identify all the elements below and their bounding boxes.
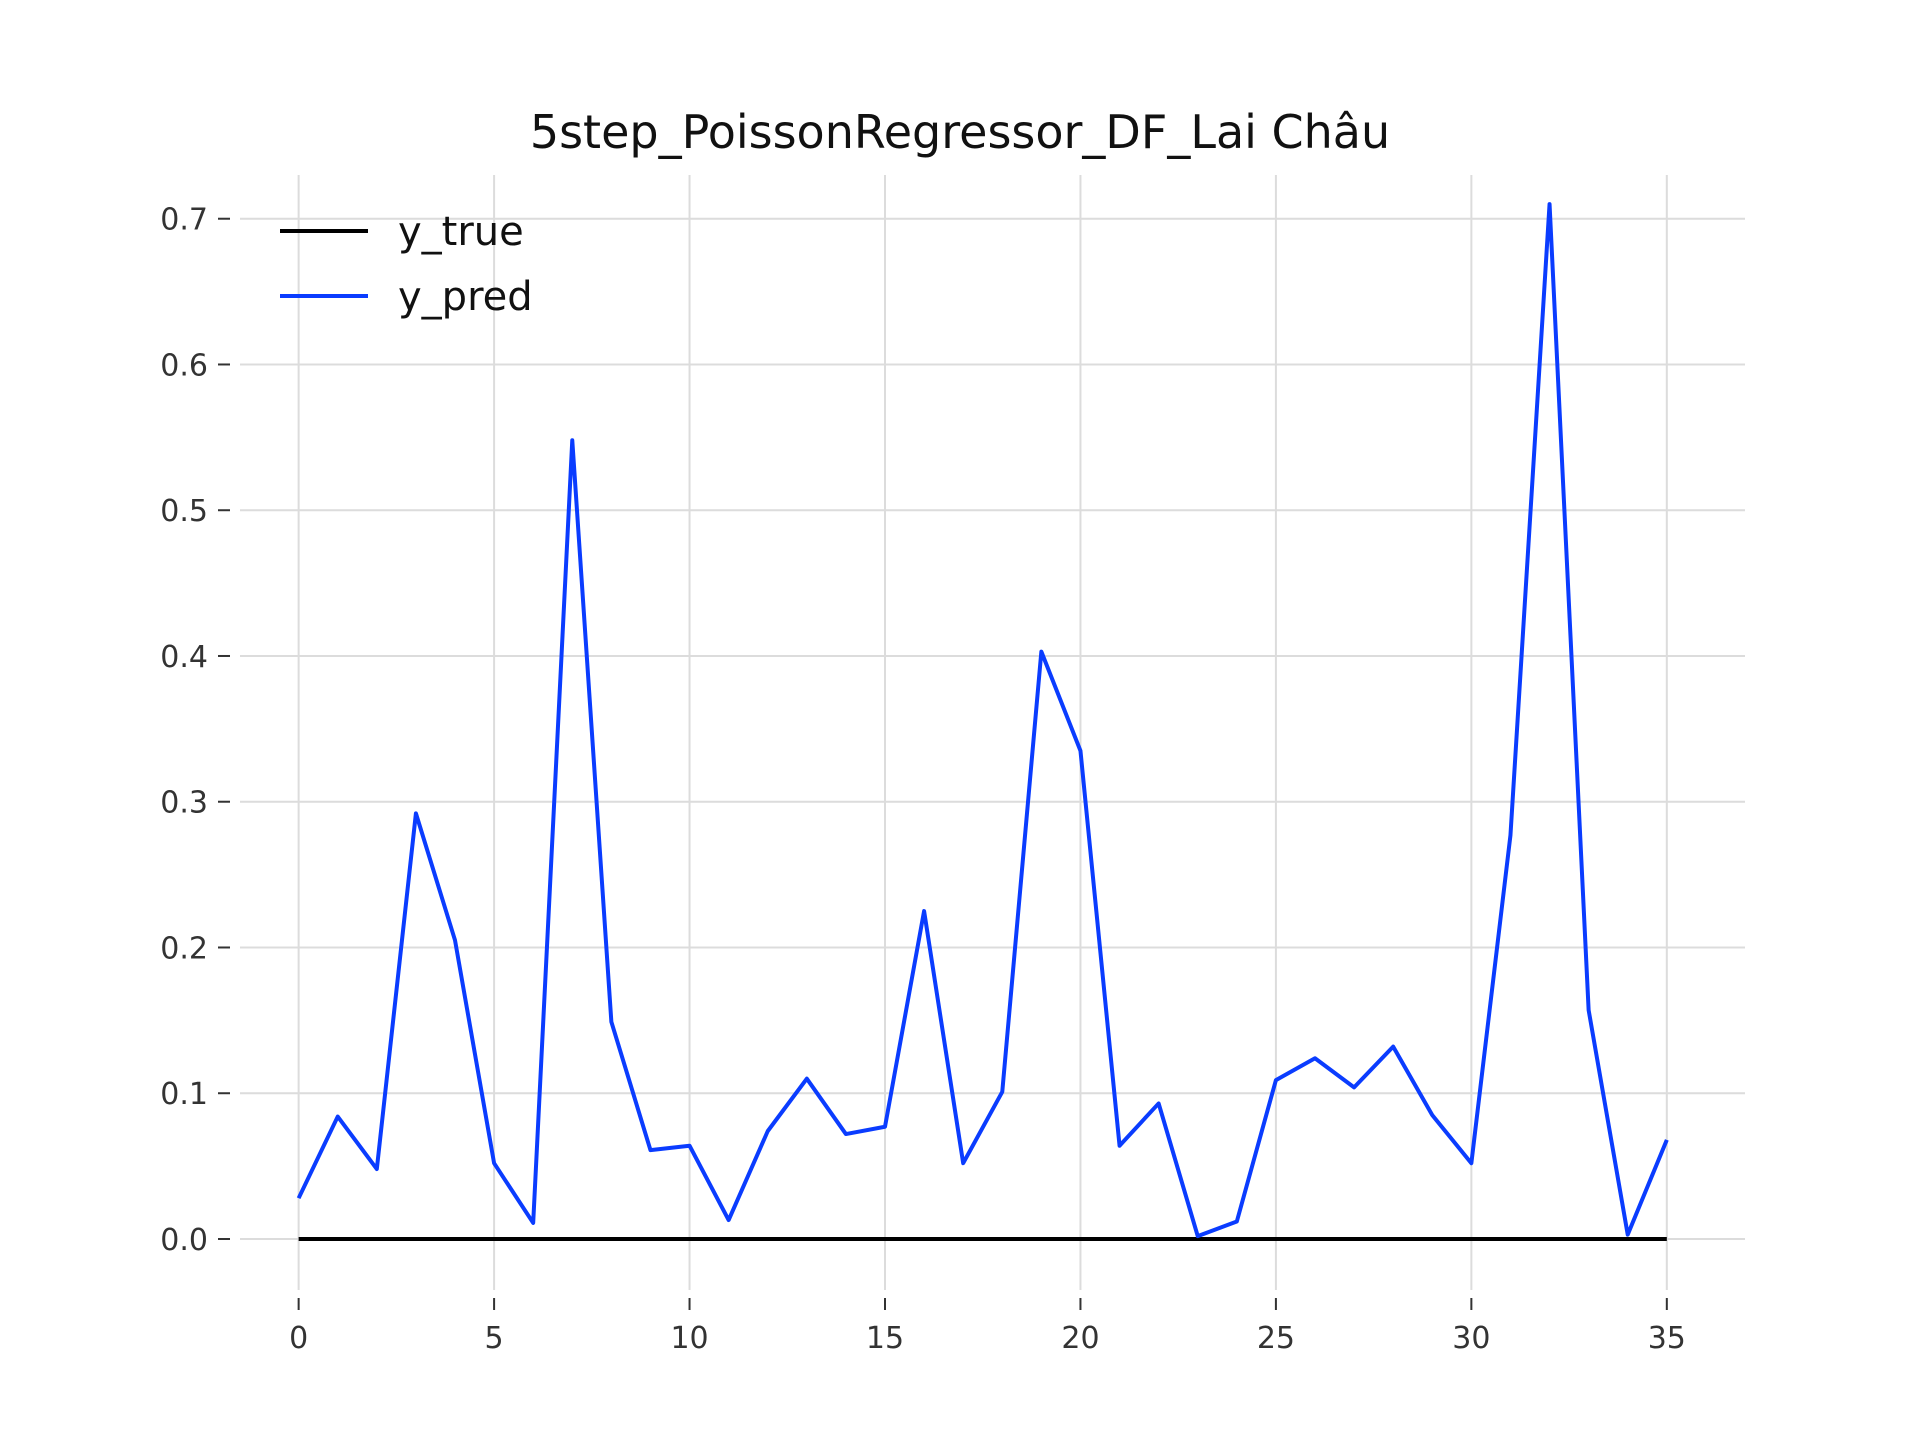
y-tick-label: 0.6: [160, 348, 208, 383]
y-tick-label: 0.7: [160, 203, 208, 238]
plot-area: [296, 202, 1669, 1241]
x-tick-label: 30: [1452, 1321, 1490, 1356]
series-line-y-pred: [296, 202, 1669, 1239]
x-tick-label: 35: [1648, 1321, 1686, 1356]
y-tick-label: 0.0: [160, 1223, 208, 1258]
y-grid: [240, 217, 1745, 1240]
x-tick-label: 20: [1061, 1321, 1099, 1356]
legend-label-y-true: y_true: [398, 209, 524, 255]
y-tick-label: 0.2: [160, 931, 208, 966]
legend: y_true y_pred: [280, 209, 533, 320]
x-tick-label: 0: [289, 1321, 308, 1356]
y-tick-label: 0.3: [160, 786, 208, 821]
legend-label-y-pred: y_pred: [398, 274, 533, 320]
x-grid: [297, 175, 1668, 1290]
chart-title: 5step_PoissonRegressor_DF_Lai Châu: [530, 105, 1390, 159]
y-tick-label: 0.5: [160, 494, 208, 529]
x-tick-label: 10: [670, 1321, 708, 1356]
x-axis: 0 5 10 15 20 25 30 35: [289, 1298, 1686, 1356]
x-tick-label: 25: [1257, 1321, 1295, 1356]
y-tick-label: 0.1: [160, 1077, 208, 1112]
x-tick-label: 5: [485, 1321, 504, 1356]
x-tick-label: 15: [866, 1321, 904, 1356]
y-tick-label: 0.4: [160, 640, 208, 675]
y-axis: 0.0 0.1 0.2 0.3 0.4 0.5 0.6 0.7: [160, 203, 230, 1258]
